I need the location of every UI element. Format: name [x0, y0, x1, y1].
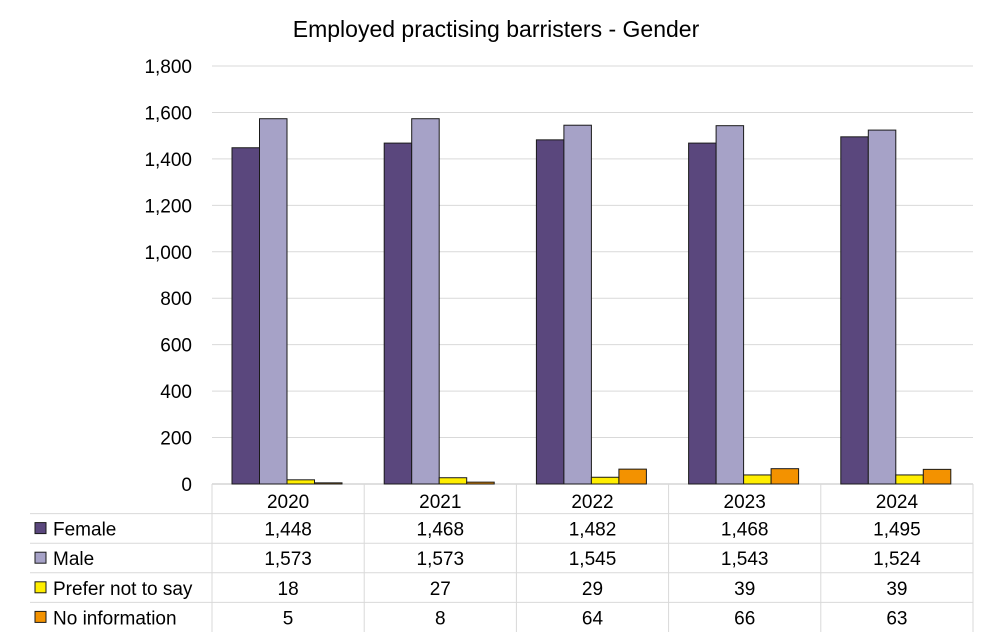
table-cell: 63: [886, 608, 907, 629]
y-tick-label: 400: [160, 382, 192, 403]
y-tick-label: 1,400: [144, 150, 192, 171]
bar-no-information-2021: [467, 482, 495, 484]
legend-label: Female: [53, 520, 116, 541]
legend-label: Male: [53, 549, 94, 570]
x-category-label: 2022: [571, 492, 613, 513]
table-cell: 18: [278, 579, 299, 600]
bar-male-2021: [412, 119, 440, 484]
y-tick-label: 200: [160, 429, 192, 450]
bar-prefer-not-to-say-2021: [439, 478, 467, 484]
data-table: 2020 2021 2022 2023 2024 Female 1,448 1,468 1,48…: [30, 484, 973, 632]
table-cell: 66: [734, 608, 755, 629]
y-tick-label: 1,200: [144, 196, 192, 217]
y-tick-label: 600: [160, 336, 192, 357]
table-cell: 39: [886, 579, 907, 600]
y-tick-label: 800: [160, 289, 192, 310]
table-cell: 1,543: [721, 549, 769, 570]
legend-swatch: [35, 611, 46, 622]
table-cell: 8: [435, 608, 446, 629]
table-cell: 5: [283, 608, 294, 629]
legend-swatch: [35, 552, 46, 563]
bar-female-2021: [384, 143, 412, 484]
table-cell: 1,448: [264, 520, 312, 541]
x-category-label: 2024: [876, 492, 919, 513]
chart-title: Employed practising barristers - Gender: [293, 16, 700, 42]
x-category-label: 2021: [419, 492, 461, 513]
table-cell: 27: [430, 579, 451, 600]
legend-label: No information: [53, 608, 177, 629]
x-category-label: 2020: [267, 492, 309, 513]
table-cell: 1,573: [264, 549, 312, 570]
table-cell: 1,495: [873, 520, 921, 541]
table-cell: 1,545: [569, 549, 617, 570]
bar-male-2020: [260, 119, 288, 484]
legend-swatch: [35, 523, 46, 534]
legend-swatch: [35, 582, 46, 593]
bar-male-2022: [564, 125, 592, 484]
table-cell: 1,482: [569, 520, 617, 541]
y-tick-label: 1,800: [144, 57, 192, 78]
bar-female-2024: [841, 137, 869, 484]
bars: [232, 119, 951, 484]
legend-label: Prefer not to say: [53, 579, 193, 600]
bar-no-information-2020: [315, 483, 343, 484]
bar-no-information-2022: [619, 469, 647, 484]
table-cell: 29: [582, 579, 603, 600]
y-axis: 0 200 400 600 800 1,000 1,200 1,400 1,600 1,800: [144, 57, 192, 496]
y-tick-label: 1,600: [144, 103, 192, 124]
bar-prefer-not-to-say-2022: [591, 477, 619, 484]
table-cell: 1,468: [417, 520, 465, 541]
bar-no-information-2023: [771, 469, 799, 484]
table-cell: 1,468: [721, 520, 769, 541]
bar-prefer-not-to-say-2020: [287, 480, 315, 484]
x-category-label: 2023: [724, 492, 766, 513]
bar-female-2022: [536, 140, 564, 484]
table-cell: 1,524: [873, 549, 921, 570]
table-cell: 1,573: [417, 549, 465, 570]
bar-male-2023: [716, 126, 744, 484]
bar-prefer-not-to-say-2023: [744, 475, 772, 484]
y-tick-label: 1,000: [144, 243, 192, 264]
bar-male-2024: [868, 130, 896, 484]
table-cell: 64: [582, 608, 604, 629]
bar-female-2023: [689, 143, 717, 484]
bar-prefer-not-to-say-2024: [896, 475, 924, 484]
bar-female-2020: [232, 148, 260, 484]
y-tick-label: 0: [181, 475, 192, 496]
bar-no-information-2024: [923, 469, 951, 484]
table-cell: 39: [734, 579, 755, 600]
